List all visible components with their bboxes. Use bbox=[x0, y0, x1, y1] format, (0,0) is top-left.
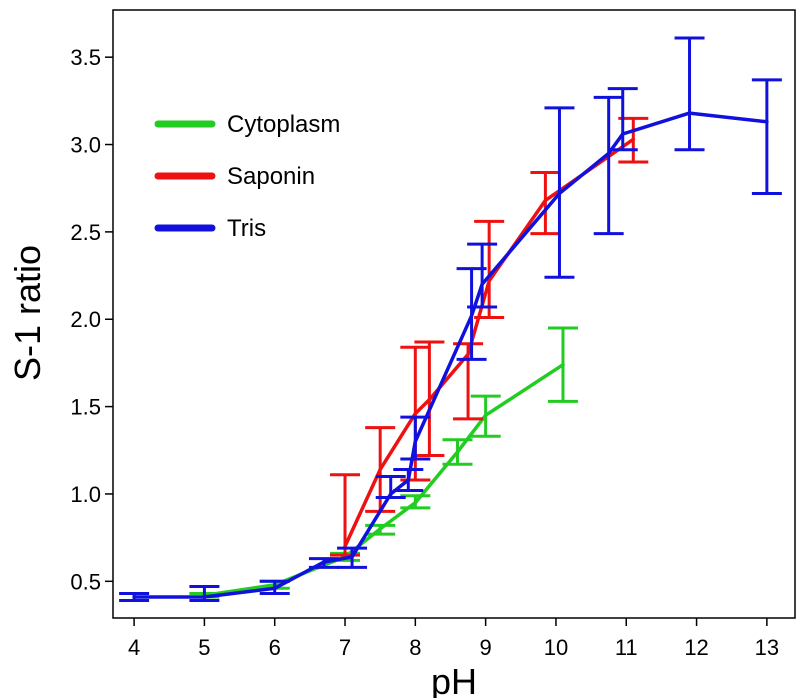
x-tick-label: 8 bbox=[409, 635, 421, 660]
x-tick-label: 12 bbox=[684, 635, 708, 660]
y-tick-label: 3.5 bbox=[70, 45, 101, 70]
x-tick-label: 4 bbox=[128, 635, 140, 660]
x-tick-label: 9 bbox=[480, 635, 492, 660]
x-axis: 4 5 6 7 8 9 10 11 12 13 bbox=[128, 618, 779, 660]
legend-label-saponin: Saponin bbox=[227, 163, 315, 190]
series-layer bbox=[119, 36, 782, 603]
y-axis: 0.5 1.0 1.5 2.0 2.5 3.0 3.5 bbox=[70, 45, 113, 594]
plot-frame bbox=[112, 9, 796, 619]
y-tick-label: 0.5 bbox=[70, 569, 101, 594]
legend-label-tris: Tris bbox=[227, 215, 266, 242]
x-tick-label: 13 bbox=[755, 635, 779, 660]
legend-item-cytoplasm: Cytoplasm bbox=[154, 111, 340, 138]
legend-item-tris: Tris bbox=[154, 215, 266, 242]
error-bar bbox=[674, 36, 705, 152]
series-saponin bbox=[330, 116, 649, 557]
y-tick-label: 1.0 bbox=[70, 482, 101, 507]
legend-item-saponin: Saponin bbox=[154, 163, 315, 190]
y-axis-title: S-1 ratio bbox=[7, 245, 48, 381]
error-bar bbox=[593, 95, 624, 236]
series-line-saponin bbox=[343, 137, 636, 549]
x-tick-label: 6 bbox=[269, 635, 281, 660]
legend-label-cytoplasm: Cytoplasm bbox=[227, 111, 340, 138]
series-tris bbox=[119, 36, 782, 603]
error-bar bbox=[467, 242, 498, 309]
series-line-cytoplasm bbox=[202, 362, 565, 598]
x-tick-label: 5 bbox=[198, 635, 210, 660]
y-tick-label: 2.0 bbox=[70, 307, 101, 332]
x-tick-label: 10 bbox=[544, 635, 568, 660]
series-line-tris bbox=[132, 111, 769, 599]
x-tick-label: 7 bbox=[339, 635, 351, 660]
x-tick-label: 11 bbox=[615, 635, 638, 660]
y-tick-label: 3.0 bbox=[70, 133, 101, 158]
y-tick-label: 2.5 bbox=[70, 220, 101, 245]
y-tick-label: 1.5 bbox=[70, 395, 101, 420]
legend: Cytoplasm Saponin Tris bbox=[154, 111, 340, 242]
error-bar bbox=[751, 78, 782, 195]
x-axis-title: pH bbox=[431, 661, 477, 698]
